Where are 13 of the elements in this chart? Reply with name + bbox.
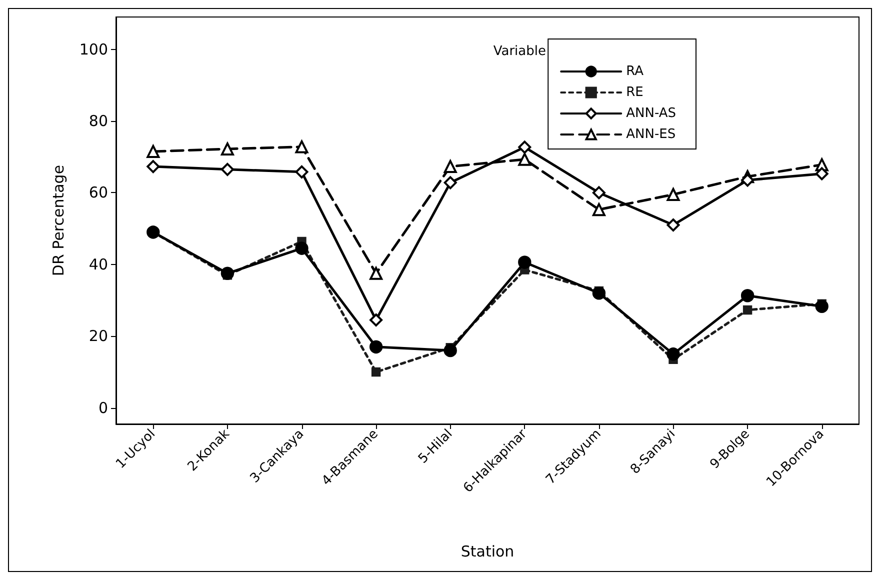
legend-title: Variable <box>493 44 546 59</box>
y-tick-label: 80 <box>88 112 108 130</box>
y-tick-label: 60 <box>88 184 108 202</box>
y-tick-label: 100 <box>79 40 108 58</box>
legend-label: ANN-AS <box>626 106 676 121</box>
y-axis-title: DR Percentage <box>50 164 68 276</box>
legend-label: RE <box>626 85 644 100</box>
x-axis-title: Station <box>460 542 514 560</box>
legend-label: RA <box>626 64 644 79</box>
y-tick-label: 20 <box>88 327 108 346</box>
y-tick-label: 0 <box>98 398 108 417</box>
legend-label: ANN-ES <box>626 127 676 142</box>
y-tick-label: 40 <box>88 255 108 274</box>
